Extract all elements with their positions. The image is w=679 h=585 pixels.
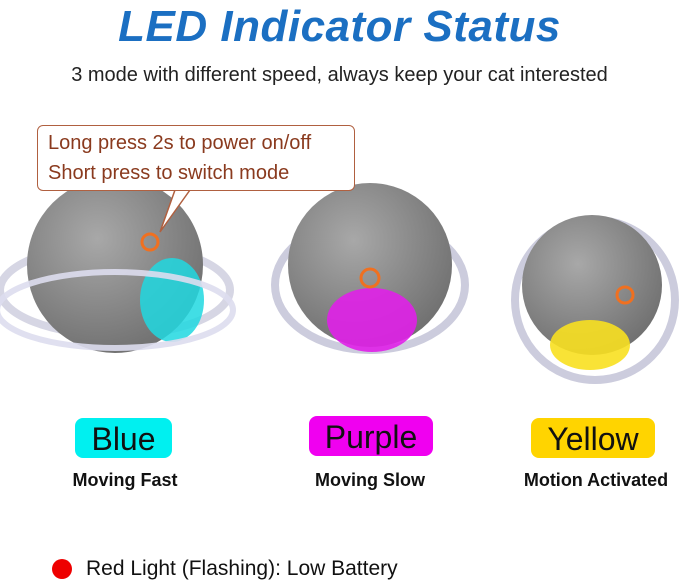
callout-pointer: [159, 189, 191, 233]
subtitle: 3 mode with different speed, always keep…: [71, 64, 608, 86]
power-button-callout: Long press 2s to power on/off Short pres…: [37, 125, 355, 191]
ball-purple: [271, 183, 469, 354]
low-battery-note: Red Light (Flashing): Low Battery: [52, 557, 398, 581]
yellow-led-light: [550, 320, 630, 370]
mode-description-blue: Moving Fast: [72, 470, 178, 490]
purple-led-light: [327, 288, 417, 352]
mode-description-yellow: Motion Activated: [523, 470, 669, 490]
callout-line-2: Short press to switch mode: [48, 162, 290, 184]
low-battery-text: Red Light (Flashing): Low Battery: [86, 557, 398, 580]
mode-badge-yellow: Yellow: [531, 418, 655, 458]
mode-badge-purple: Purple: [309, 416, 433, 456]
ball-illustrations: [0, 177, 679, 384]
page-title: LED Indicator Status: [118, 2, 561, 51]
power-icon: [140, 232, 160, 252]
mode-description-purple: Moving Slow: [315, 470, 425, 490]
red-dot-icon: [52, 559, 72, 579]
ball-blue: [0, 177, 236, 353]
power-icon: [615, 285, 635, 305]
callout-line-1: Long press 2s to power on/off: [48, 132, 312, 154]
power-icon: [359, 267, 381, 289]
ball-yellow: [511, 215, 679, 384]
mode-badge-blue: Blue: [75, 418, 172, 458]
